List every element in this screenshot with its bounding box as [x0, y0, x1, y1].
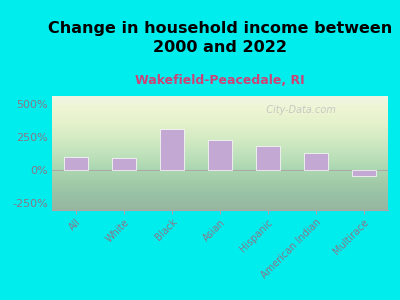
Bar	[160, 129, 184, 170]
Bar	[304, 153, 328, 170]
Bar	[64, 157, 88, 170]
Text: City-Data.com: City-Data.com	[260, 105, 336, 115]
Bar	[352, 170, 376, 176]
Bar	[112, 158, 136, 170]
Text: Wakefield-Peacedale, RI: Wakefield-Peacedale, RI	[135, 74, 305, 86]
Title: Change in household income between
2000 and 2022: Change in household income between 2000 …	[48, 21, 392, 55]
Bar	[208, 140, 232, 170]
Bar	[256, 146, 280, 170]
